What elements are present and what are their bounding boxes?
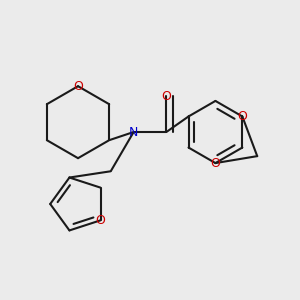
Text: O: O bbox=[73, 80, 83, 93]
Text: N: N bbox=[129, 125, 138, 139]
Text: O: O bbox=[161, 89, 171, 103]
Text: O: O bbox=[96, 214, 106, 227]
Text: O: O bbox=[237, 110, 247, 123]
Text: O: O bbox=[211, 157, 220, 169]
